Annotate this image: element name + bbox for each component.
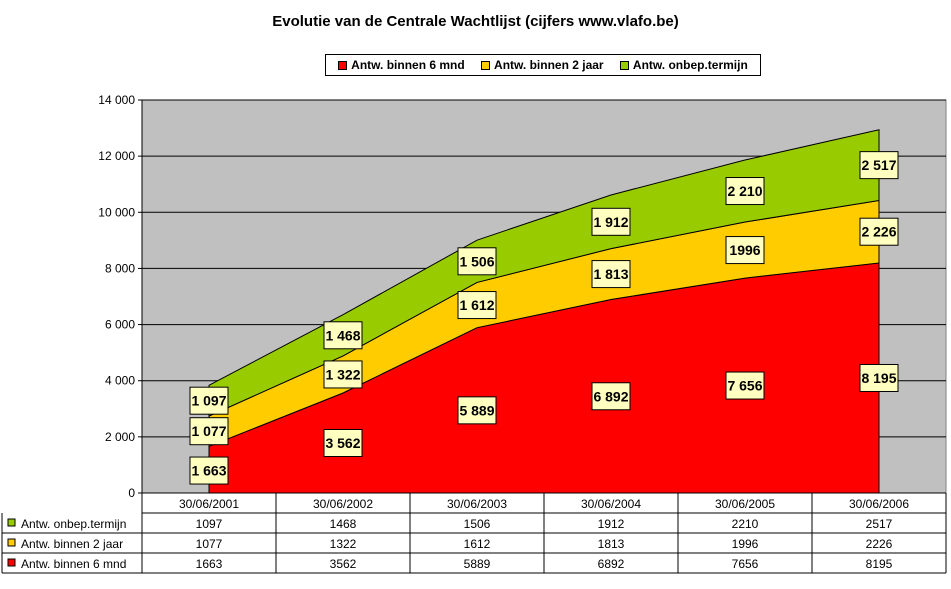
- legend-item-onbep: Antw. onbep.termijn: [619, 58, 748, 72]
- area-series-2: [208, 129, 880, 417]
- legend-item-6mnd: Antw. binnen 6 mnd: [338, 58, 465, 72]
- data-label: 1 077: [191, 423, 226, 439]
- table-cell: 5889: [464, 557, 491, 571]
- table-cell: 1996: [732, 537, 759, 551]
- x-tick-label: 30/06/2003: [447, 497, 507, 511]
- data-label-box: [591, 207, 631, 236]
- data-label: 1996: [729, 242, 760, 258]
- data-label-box: [457, 247, 497, 276]
- table-cell: 2226: [866, 537, 893, 551]
- data-label-box: [189, 456, 229, 485]
- data-label-box: [323, 321, 363, 350]
- table-cell: 1506: [464, 517, 491, 531]
- legend-swatch-onbep: [619, 60, 629, 70]
- table-cell: 7656: [732, 557, 759, 571]
- data-label-box: [859, 363, 899, 392]
- data-label-box: [457, 291, 497, 320]
- data-label-box: [725, 236, 765, 265]
- table-cell: 6892: [598, 557, 625, 571]
- data-label: 2 226: [861, 224, 896, 240]
- data-label-box: [591, 382, 631, 411]
- legend: Antw. binnen 6 mnd Antw. binnen 2 jaar A…: [325, 54, 761, 76]
- table-row-label: Antw. binnen 2 jaar: [21, 537, 123, 551]
- y-tick-label: 12 000: [98, 149, 135, 163]
- legend-label-onbep: Antw. onbep.termijn: [632, 58, 748, 72]
- legend-swatch-6mnd: [338, 60, 348, 70]
- table-cell: 2210: [732, 517, 759, 531]
- data-label: 1 813: [593, 266, 628, 282]
- legend-label-2jaar: Antw. binnen 2 jaar: [494, 58, 604, 72]
- y-tick-label: 6 000: [105, 318, 135, 332]
- x-tick-label: 30/06/2002: [313, 497, 373, 511]
- data-label-box: [457, 396, 497, 425]
- data-label: 2 517: [861, 157, 896, 173]
- data-label: 3 562: [325, 435, 360, 451]
- x-tick-label: 30/06/2004: [581, 497, 641, 511]
- legend-label-6mnd: Antw. binnen 6 mnd: [351, 58, 465, 72]
- table-row-label: Antw. binnen 6 mnd: [21, 557, 126, 571]
- table-legend-swatch: [7, 518, 16, 527]
- table-cell: 1097: [196, 517, 223, 531]
- y-tick-label: 10 000: [98, 205, 135, 219]
- x-tick-label: 30/06/2001: [179, 497, 239, 511]
- data-label: 1 612: [459, 297, 494, 313]
- data-label: 1 322: [325, 366, 360, 382]
- data-label: 1 468: [325, 327, 360, 343]
- x-tick-label: 30/06/2006: [849, 497, 909, 511]
- data-label-box: [859, 151, 899, 180]
- table-row-label: Antw. onbep.termijn: [21, 517, 126, 531]
- table-cell: 1912: [598, 517, 625, 531]
- data-label-box: [323, 429, 363, 458]
- table-legend-swatch: [7, 538, 16, 547]
- table-cell: 1663: [196, 557, 223, 571]
- y-tick-label: 4 000: [105, 374, 135, 388]
- table-cell: 3562: [330, 557, 357, 571]
- data-label: 1 912: [593, 214, 628, 230]
- data-label: 1 663: [191, 463, 226, 479]
- legend-item-2jaar: Antw. binnen 2 jaar: [481, 58, 604, 72]
- data-label-box: [725, 177, 765, 206]
- table-cell: 1612: [464, 537, 491, 551]
- table-cell: 1322: [330, 537, 357, 551]
- y-tick-label: 0: [128, 486, 135, 500]
- data-label-box: [591, 260, 631, 289]
- y-tick-label: 14 000: [98, 93, 135, 107]
- y-tick-label: 8 000: [105, 261, 135, 275]
- table-legend-swatch: [7, 558, 16, 567]
- data-label-box: [323, 360, 363, 389]
- legend-swatch-2jaar: [481, 60, 491, 70]
- data-label: 1 506: [459, 253, 494, 269]
- data-label: 6 892: [593, 388, 628, 404]
- data-label: 5 889: [459, 402, 494, 418]
- chart-title: Evolutie van de Centrale Wachtlijst (cij…: [272, 13, 679, 30]
- data-label-box: [189, 386, 229, 415]
- data-label: 1 097: [191, 393, 226, 409]
- table-cell: 8195: [866, 557, 893, 571]
- data-label-box: [725, 371, 765, 400]
- y-tick-label: 2 000: [105, 430, 135, 444]
- table-cell: 1813: [598, 537, 625, 551]
- table-cell: 1468: [330, 517, 357, 531]
- data-label: 2 210: [727, 183, 762, 199]
- data-label-box: [189, 417, 229, 446]
- data-label: 8 195: [861, 370, 896, 386]
- data-label: 7 656: [727, 378, 762, 394]
- data-label-box: [859, 217, 899, 246]
- table-cell: 2517: [866, 517, 893, 531]
- x-tick-label: 30/06/2005: [715, 497, 775, 511]
- table-cell: 1077: [196, 537, 223, 551]
